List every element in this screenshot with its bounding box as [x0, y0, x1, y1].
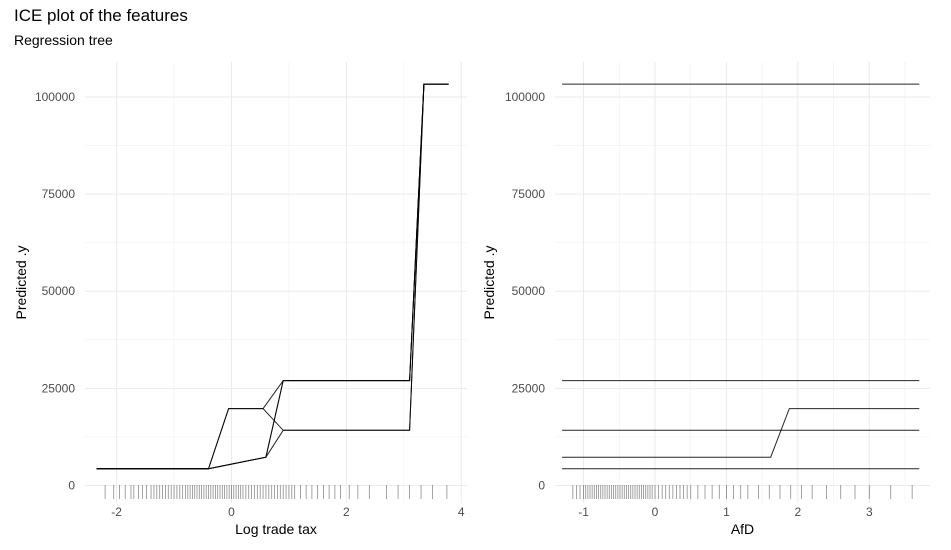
y-tick-label: 75000	[512, 187, 546, 201]
y-tick-label: 75000	[42, 187, 76, 201]
x-axis-label: Log trade tax	[235, 521, 317, 537]
x-tick-label: 1	[723, 505, 730, 519]
ice-line-4	[562, 408, 920, 458]
y-tick-label: 100000	[505, 90, 545, 104]
y-tick-label: 25000	[42, 381, 76, 395]
chart-title: ICE plot of the features	[14, 6, 188, 25]
y-tick-label: 0	[538, 479, 545, 493]
ice-line-5	[96, 83, 449, 470]
y-tick-label: 50000	[512, 284, 546, 298]
x-tick-label: 0	[228, 505, 235, 519]
x-tick-label: 4	[458, 505, 465, 519]
ice-line-2	[96, 83, 449, 470]
x-tick-label: -1	[578, 505, 589, 519]
x-tick-label: 2	[343, 505, 350, 519]
x-tick-label: 0	[652, 505, 659, 519]
y-axis-label: Predicted .y	[13, 246, 29, 320]
ice-line-3	[96, 83, 449, 470]
ice-line-4	[96, 83, 449, 470]
y-tick-label: 25000	[512, 381, 546, 395]
x-tick-label: 3	[866, 505, 873, 519]
x-axis-label: AfD	[731, 521, 754, 537]
left-panel: -2 0 2 4 0 25000 50000 75000 100000 Log trade tax…	[13, 62, 467, 537]
y-tick-label: 50000	[42, 284, 76, 298]
y-tick-label: 100000	[35, 90, 75, 104]
chart-subtitle: Regression tree	[14, 32, 113, 48]
ice-line-1	[96, 83, 449, 470]
x-tick-label: -2	[111, 505, 122, 519]
y-axis-label: Predicted .y	[481, 246, 497, 320]
y-tick-label: 0	[68, 479, 75, 493]
right-panel: -1 0 1 2 3 0 25000 50000 75000 100000 AfD Predicted…	[481, 62, 930, 537]
x-tick-label: 2	[795, 505, 802, 519]
